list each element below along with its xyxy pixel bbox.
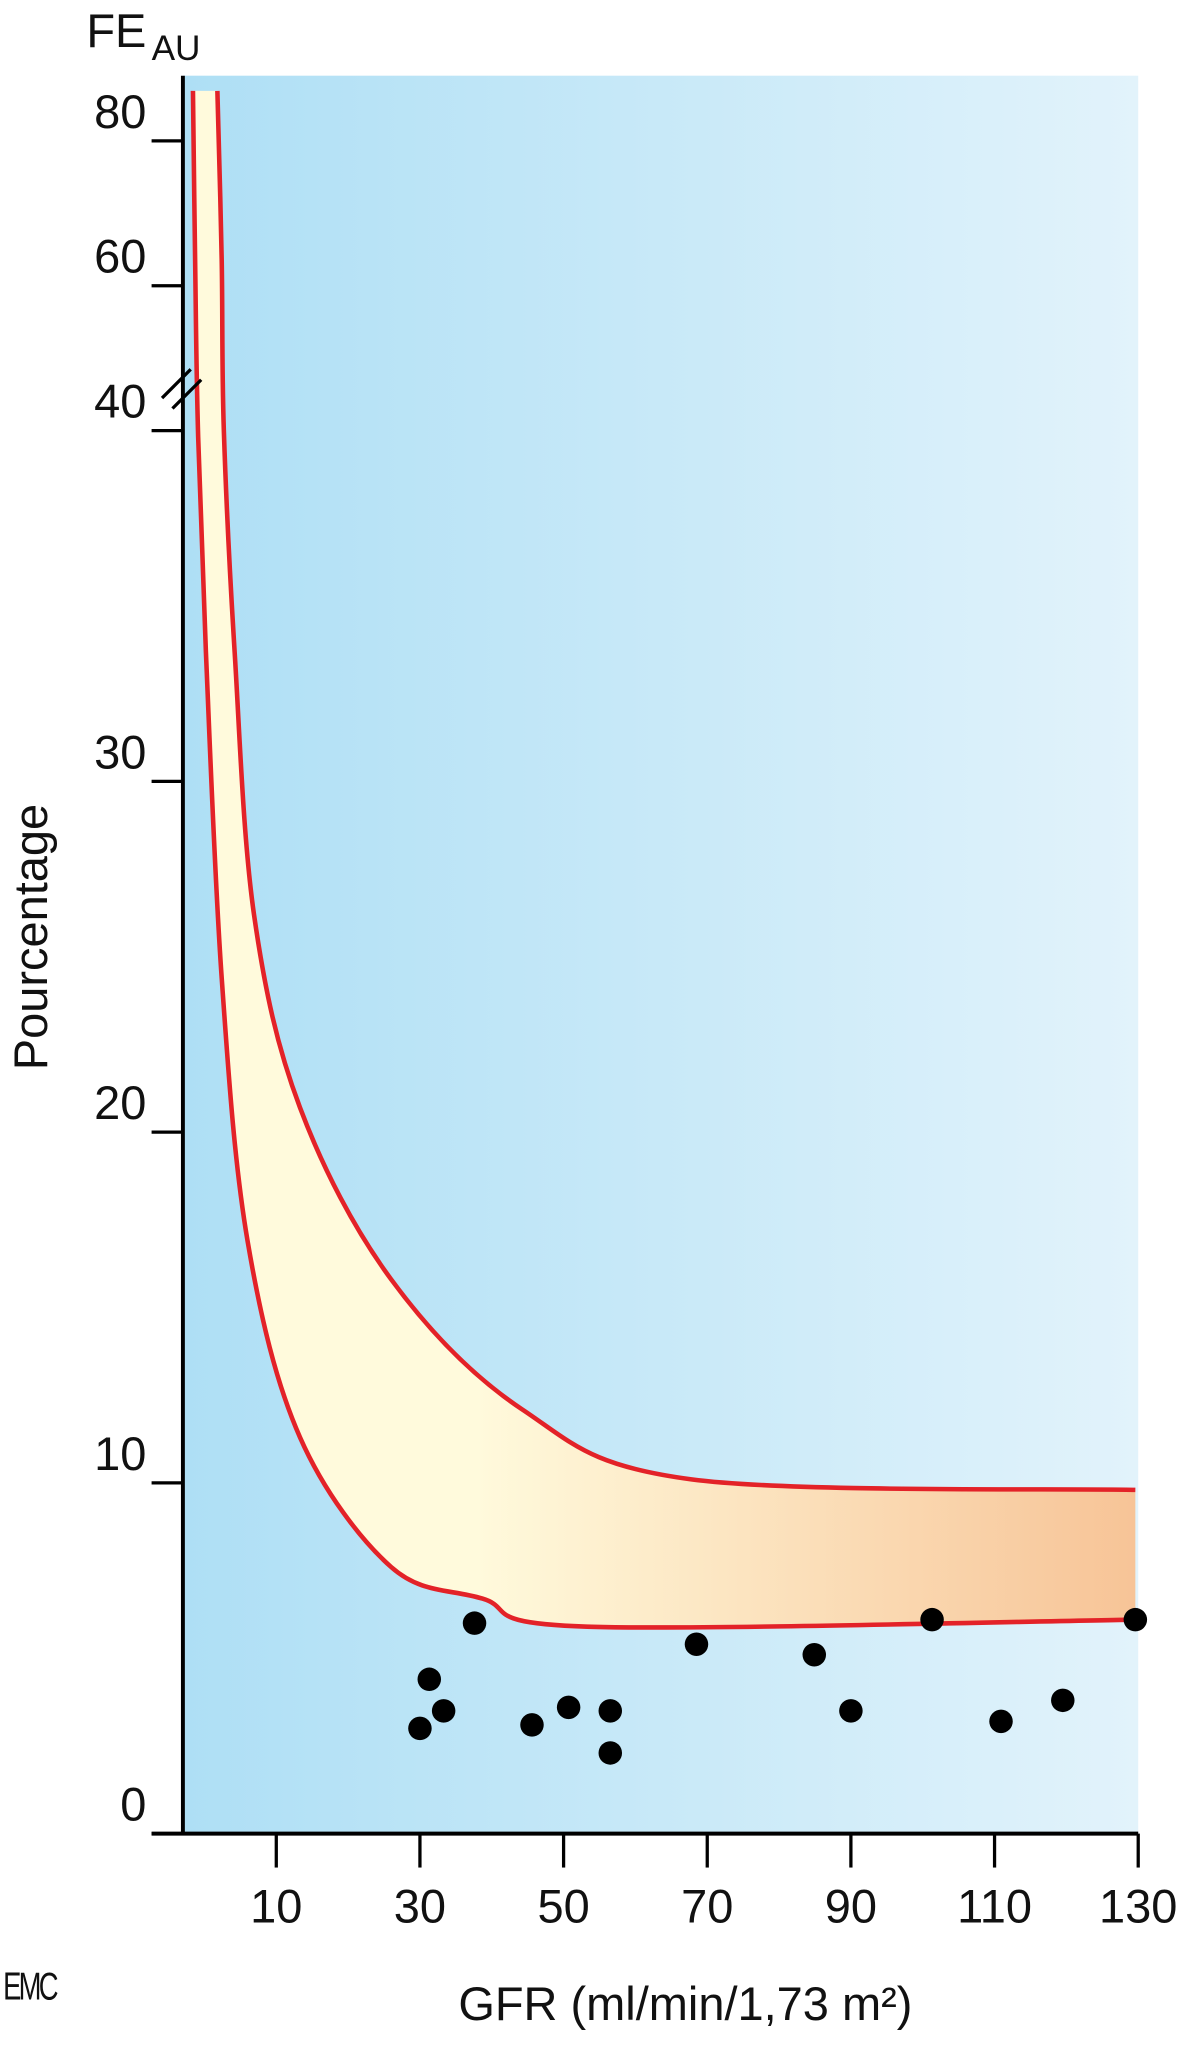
y-tick-label: 10 xyxy=(94,1427,146,1480)
x-tick-label: 30 xyxy=(394,1879,446,1932)
y-axis-label: Pourcentage xyxy=(4,804,57,1070)
data-point xyxy=(684,1632,709,1656)
data-point xyxy=(839,1699,863,1723)
data-point xyxy=(598,1741,623,1765)
y-tick-label: 0 xyxy=(120,1778,146,1831)
x-tick-label: 130 xyxy=(1099,1879,1177,1932)
chart-title: FE xyxy=(86,4,146,57)
x-tick-label: 90 xyxy=(825,1879,877,1932)
x-tick-label: 10 xyxy=(250,1879,302,1932)
data-point xyxy=(408,1716,432,1741)
data-point xyxy=(556,1695,581,1720)
data-point xyxy=(520,1713,544,1737)
data-point xyxy=(431,1699,456,1723)
y-tick-label: 60 xyxy=(94,230,146,283)
axis-break xyxy=(160,368,192,400)
data-point xyxy=(989,1709,1013,1734)
data-point xyxy=(1123,1607,1148,1632)
y-tick-label: 20 xyxy=(94,1076,146,1129)
x-tick-label: 70 xyxy=(681,1879,733,1932)
data-point xyxy=(417,1667,442,1692)
x-tick-label: 50 xyxy=(537,1879,589,1932)
y-tick-label: 30 xyxy=(94,725,146,778)
watermark: EMC xyxy=(3,1965,58,2009)
title-subscript: AU xyxy=(152,29,201,68)
band-lower-line xyxy=(190,90,1136,1630)
data-point xyxy=(1051,1688,1075,1713)
axis-break xyxy=(171,378,203,410)
x-tick-label: 110 xyxy=(957,1879,1032,1932)
y-tick-label: 40 xyxy=(94,375,146,428)
data-point xyxy=(920,1607,944,1632)
data-point xyxy=(598,1699,623,1723)
x-axis-label: GFR (ml/min/1,73 m²) xyxy=(458,1977,912,2030)
data-point xyxy=(802,1642,827,1667)
data-point xyxy=(462,1611,487,1635)
y-tick-label: 80 xyxy=(94,85,146,138)
band-upper-line xyxy=(215,90,1136,1493)
